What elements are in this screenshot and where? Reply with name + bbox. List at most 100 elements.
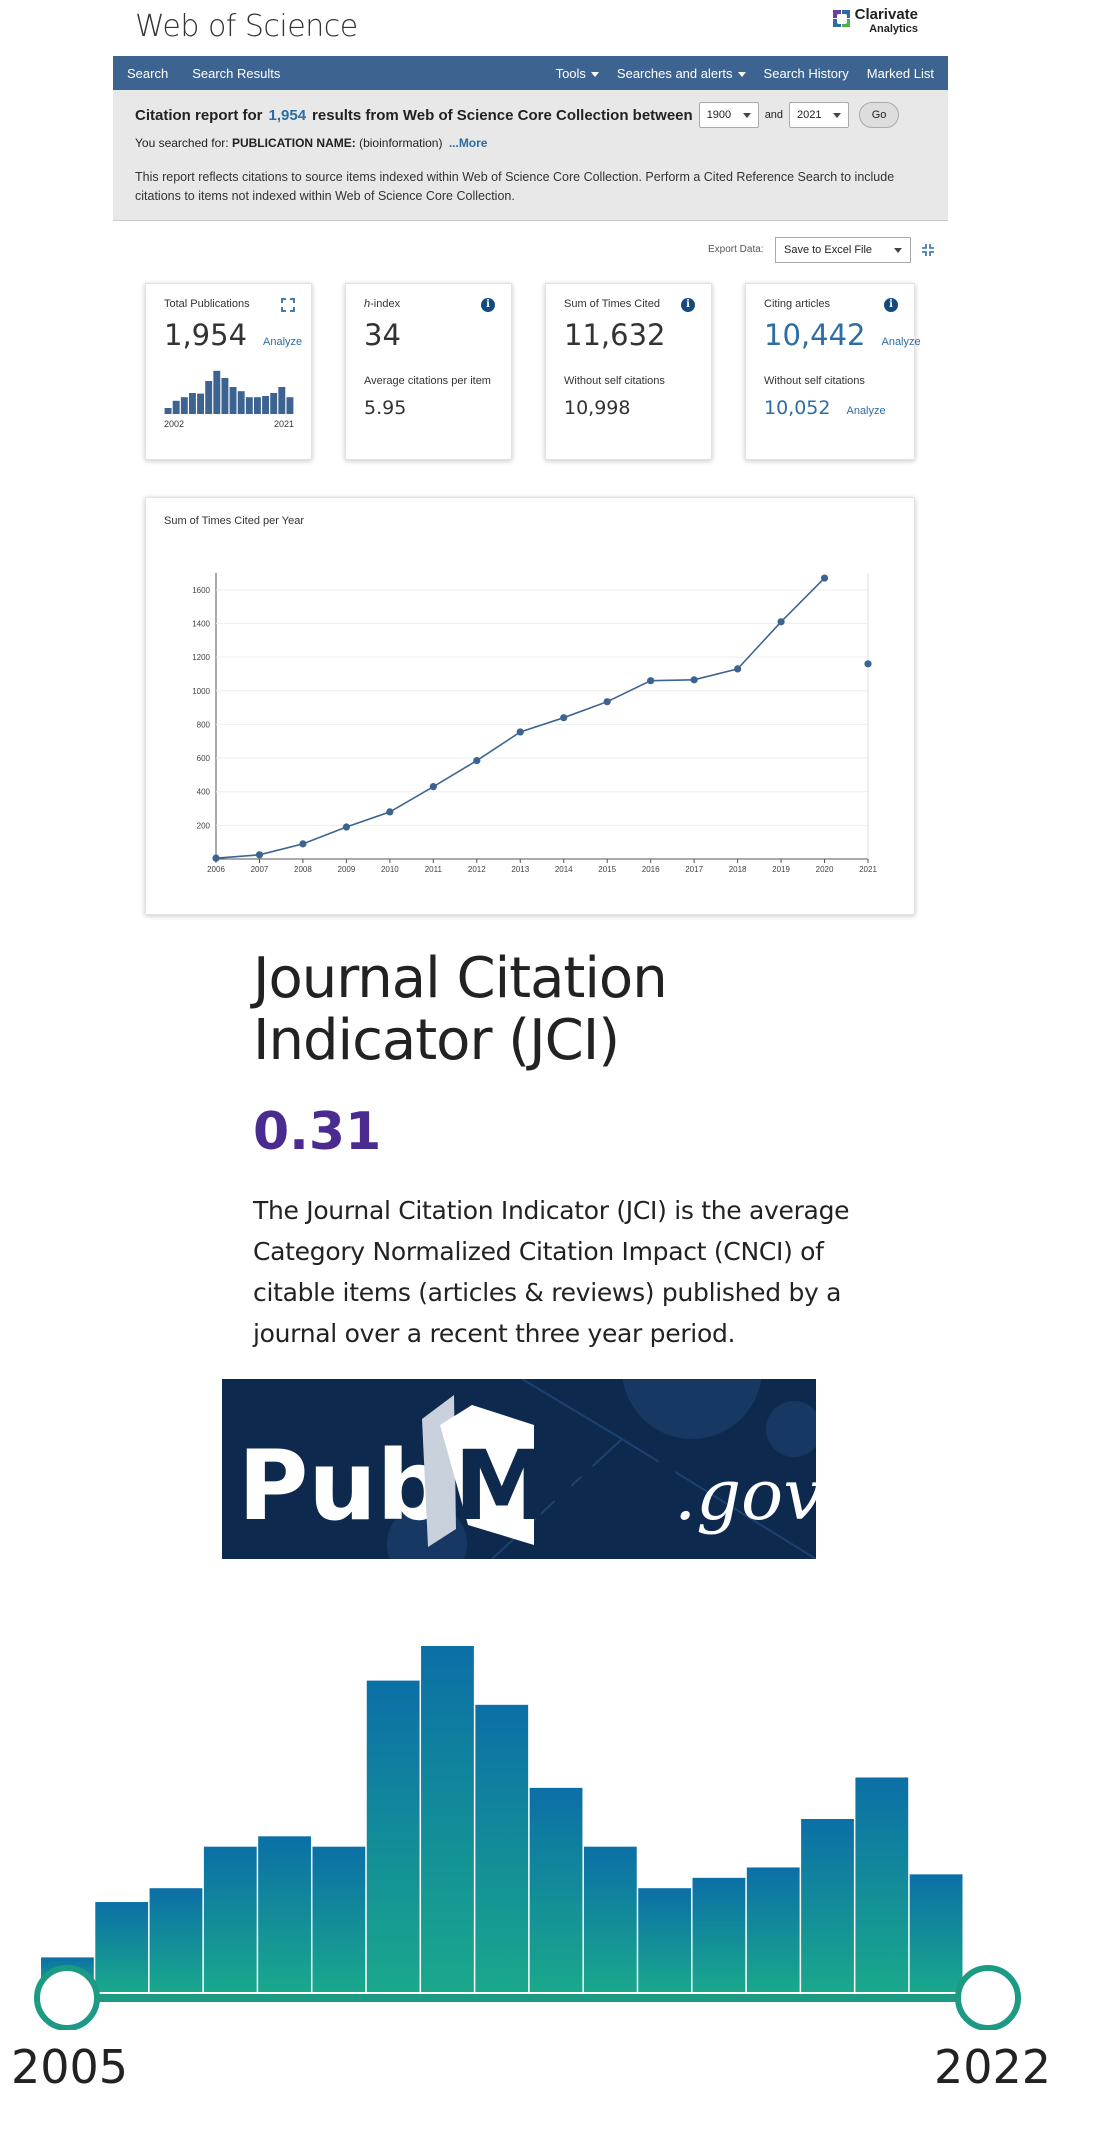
histogram-bar (801, 1819, 854, 1992)
searched-value: (bioinformation) (359, 136, 443, 150)
data-point[interactable] (299, 840, 307, 848)
data-point[interactable] (516, 728, 524, 736)
nav-tools[interactable]: Tools (556, 66, 599, 81)
h-index-value: 34 (364, 318, 401, 352)
y-tick-label: 1600 (192, 586, 210, 595)
nav-search[interactable]: Search (127, 65, 169, 81)
mini-bar (286, 397, 294, 414)
result-count[interactable]: 1,954 (268, 106, 307, 124)
data-point[interactable] (690, 676, 698, 684)
citing-articles-value[interactable]: 10,442 (764, 318, 866, 352)
app-title[interactable]: Web of Science (135, 9, 358, 44)
x-tick-label: 2013 (511, 865, 529, 874)
x-tick-label: 2014 (555, 865, 573, 874)
data-point[interactable] (777, 618, 785, 626)
data-point[interactable] (255, 851, 264, 859)
mini-bar (197, 393, 205, 414)
info-icon[interactable]: i (481, 298, 495, 312)
h-letter: h (364, 298, 371, 310)
nav-search-results[interactable]: Search Results (192, 65, 281, 81)
citing-without-self-label: Without self citations (764, 375, 865, 387)
times-cited-value: 11,632 (564, 318, 666, 352)
histogram-bar (312, 1846, 366, 1992)
nav-marked-list[interactable]: Marked List (866, 65, 934, 81)
searched-prefix: You searched for: (135, 136, 229, 150)
export-select[interactable]: Save to Excel File (775, 237, 911, 263)
data-point[interactable] (473, 756, 481, 765)
nav-alerts[interactable]: Searches and alerts (617, 66, 746, 81)
histogram-bar (855, 1777, 909, 1992)
card-total-publications: Total Publications 1,954 Analyze 2002 20… (145, 283, 312, 460)
data-point[interactable] (820, 574, 829, 582)
range-end-handle[interactable] (955, 1965, 1021, 2031)
jci-title: Journal Citation Indicator (JCI) (253, 948, 873, 1072)
x-tick-label: 2015 (598, 865, 616, 874)
card-label: Sum of Times Cited (564, 298, 660, 310)
data-point[interactable] (734, 665, 742, 673)
pubmed-pub-text: Pub (238, 1430, 445, 1542)
x-tick-label: 2019 (772, 865, 790, 874)
avg-citations-value: 5.95 (364, 397, 407, 419)
brand-sub: Analytics (869, 23, 918, 35)
without-self-label: Without self citations (564, 375, 665, 387)
histogram-bar (258, 1836, 311, 1992)
collapse-icon[interactable] (921, 243, 935, 257)
data-point[interactable] (603, 698, 611, 706)
mini-bar (213, 370, 221, 414)
x-tick-label: 2016 (642, 865, 660, 874)
nav-history[interactable]: Search History (763, 65, 849, 81)
histogram-bar (421, 1646, 474, 1992)
go-button[interactable]: Go (859, 102, 900, 128)
total-publications-value: 1,954 (164, 318, 248, 352)
info-icon[interactable]: i (681, 298, 695, 312)
mini-bar (180, 397, 188, 414)
range-start-handle[interactable] (34, 1965, 100, 2031)
to-year-select[interactable]: 2021 (789, 102, 850, 128)
analyze-link[interactable]: Analyze (263, 336, 303, 348)
info-icon[interactable]: i (884, 298, 898, 312)
wos-header: Web of Science Clarivate Analytics (113, 0, 948, 56)
avg-citations-label: Average citations per item (364, 375, 491, 387)
pubmed-logo: Pub Med .gov (238, 1379, 816, 1559)
histogram-bar (529, 1787, 583, 1992)
range-track[interactable] (67, 1994, 957, 2002)
analyze-link[interactable]: Analyze (846, 405, 886, 417)
pubmed-logo-banner[interactable]: Pub Med .gov (222, 1379, 816, 1559)
chart-title: Sum of Times Cited per Year (164, 515, 305, 527)
x-tick-label: 2018 (729, 865, 747, 874)
report-heading: Citation report for 1,954 results from W… (135, 102, 926, 128)
clarivate-logo[interactable]: Clarivate Analytics (832, 6, 918, 36)
main-nav: Search Search Results Tools Searches and… (113, 56, 948, 90)
pubmed-gov-text: .gov (674, 1454, 816, 1536)
analyze-link[interactable]: Analyze (881, 336, 921, 348)
jci-title-line2: Indicator (JCI) (253, 1008, 620, 1073)
more-link[interactable]: ...More (448, 136, 488, 150)
caret-down-icon (737, 71, 746, 77)
mini-bar (229, 387, 237, 414)
brand-name: Clarivate (854, 6, 918, 23)
card-label: h-index (364, 298, 493, 310)
card-citing-articles: Citing articles i 10,442 Analyze Without… (745, 283, 921, 460)
histogram-bar (583, 1846, 637, 1992)
histogram-bar (746, 1867, 800, 1992)
pubmed-med-text: Med (454, 1430, 683, 1542)
mini-bar (270, 393, 278, 414)
data-point[interactable] (429, 783, 437, 791)
card-label: Total Publications (164, 298, 250, 310)
chevron-down-icon (833, 112, 842, 118)
data-point[interactable] (647, 677, 655, 685)
data-point[interactable] (864, 660, 872, 668)
x-tick-label: 2007 (251, 865, 269, 874)
data-point[interactable] (560, 714, 568, 722)
expand-icon[interactable] (281, 298, 295, 312)
y-tick-label: 600 (197, 754, 211, 763)
clarivate-mark-icon (832, 10, 851, 28)
data-point[interactable] (342, 823, 350, 831)
histogram-bar (95, 1902, 149, 1992)
y-tick-label: 1400 (192, 619, 210, 628)
y-tick-label: 1000 (192, 687, 210, 696)
data-point[interactable] (212, 854, 220, 862)
data-point[interactable] (386, 808, 394, 816)
from-year-select[interactable]: 1900 (698, 102, 759, 128)
citing-without-self-value[interactable]: 10,052 (764, 397, 831, 419)
